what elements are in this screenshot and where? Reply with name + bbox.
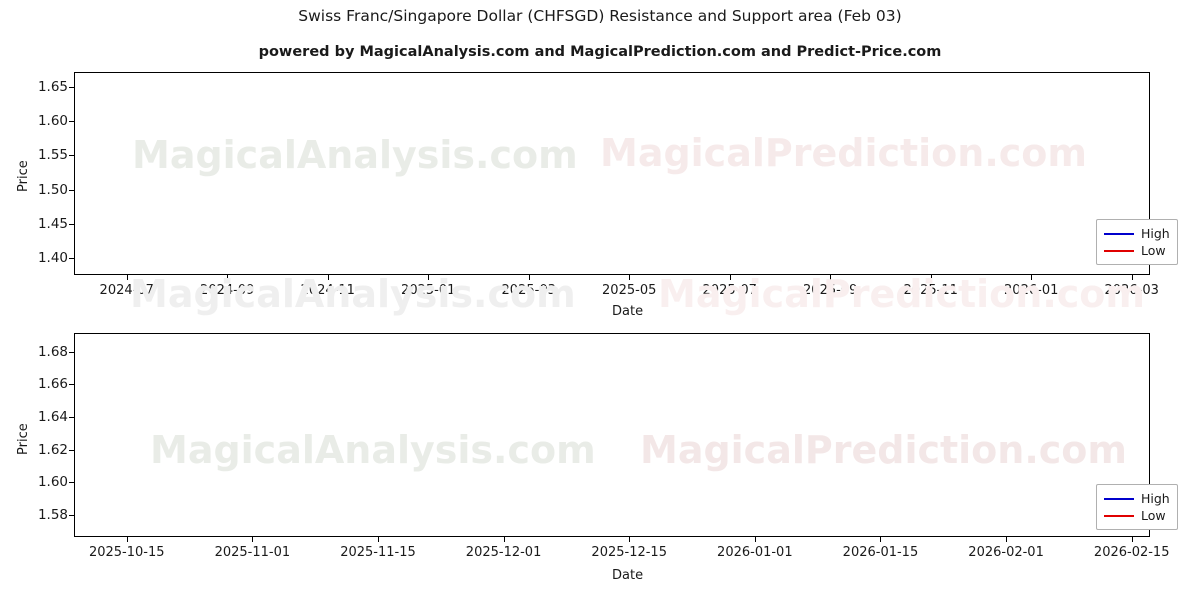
legend-line-high bbox=[1104, 232, 1134, 235]
y-tick-label: 1.68 bbox=[37, 343, 68, 360]
x-tick-mark bbox=[528, 275, 530, 280]
legend-line-low bbox=[1104, 514, 1134, 517]
x-tick-label: 2026-03 bbox=[1104, 283, 1159, 298]
legend-label-low: Low bbox=[1141, 508, 1166, 523]
y-tick-label: 1.55 bbox=[37, 147, 68, 164]
legend-row-high: High bbox=[1104, 225, 1170, 242]
legend-label-low: Low bbox=[1141, 243, 1166, 258]
y-tick-label: 1.45 bbox=[37, 215, 68, 232]
legend-row-low: Low bbox=[1104, 242, 1170, 259]
x-tick-label: 2024-07 bbox=[99, 283, 154, 298]
x-tick-label: 2025-07 bbox=[702, 283, 757, 298]
x-tick-mark bbox=[1006, 537, 1008, 542]
y-tick-mark bbox=[69, 121, 74, 123]
legend-line-low bbox=[1104, 249, 1134, 252]
y-tick-label: 1.64 bbox=[37, 409, 68, 426]
bottom-chart-y-axis-title: Price bbox=[16, 423, 31, 455]
top-chart-x-axis-title: Date bbox=[612, 304, 644, 319]
y-tick-label: 1.60 bbox=[37, 474, 68, 491]
page-title: Swiss Franc/Singapore Dollar (CHFSGD) Re… bbox=[298, 7, 902, 25]
y-tick-label: 1.40 bbox=[37, 249, 68, 266]
x-tick-label: 2026-01-15 bbox=[842, 545, 919, 560]
x-tick-mark bbox=[1131, 275, 1133, 280]
x-tick-mark bbox=[629, 537, 631, 542]
x-tick-mark bbox=[629, 275, 631, 280]
x-tick-label: 2025-09 bbox=[803, 283, 858, 298]
x-tick-mark bbox=[1131, 537, 1133, 542]
x-tick-label: 2025-12-15 bbox=[591, 545, 667, 560]
x-tick-label: 2025-10-15 bbox=[88, 545, 165, 560]
x-tick-mark bbox=[754, 537, 756, 542]
legend-line-high bbox=[1104, 497, 1134, 500]
x-tick-label: 2026-02-01 bbox=[968, 545, 1044, 560]
x-tick-label: 2026-02-15 bbox=[1093, 545, 1170, 560]
x-tick-mark bbox=[503, 537, 505, 542]
x-tick-mark bbox=[830, 275, 832, 280]
legend-label-high: High bbox=[1141, 226, 1170, 241]
top-chart-y-axis-title: Price bbox=[16, 160, 31, 192]
y-tick-label: 1.66 bbox=[37, 376, 68, 393]
x-tick-mark bbox=[227, 275, 229, 280]
x-tick-label: 2025-05 bbox=[602, 283, 657, 298]
top-chart-legend[interactable]: High Low bbox=[1096, 219, 1178, 265]
x-tick-mark bbox=[930, 275, 932, 280]
y-tick-mark bbox=[69, 482, 74, 484]
y-tick-label: 1.50 bbox=[37, 181, 68, 198]
y-tick-mark bbox=[69, 514, 74, 516]
y-tick-label: 1.60 bbox=[37, 113, 68, 130]
y-tick-mark bbox=[69, 87, 74, 89]
x-tick-mark bbox=[327, 275, 329, 280]
x-tick-mark bbox=[428, 275, 430, 280]
y-tick-label: 1.58 bbox=[37, 506, 68, 523]
page-subtitle: powered by MagicalAnalysis.com and Magic… bbox=[258, 44, 942, 60]
x-tick-label: 2024-09 bbox=[200, 283, 255, 298]
bottom-chart-panel bbox=[74, 333, 1150, 537]
x-tick-label: 2025-11-01 bbox=[214, 545, 291, 560]
x-tick-mark bbox=[1031, 275, 1033, 280]
bottom-chart-legend[interactable]: High Low bbox=[1096, 484, 1178, 530]
y-tick-mark bbox=[69, 449, 74, 451]
y-tick-label: 1.65 bbox=[37, 79, 68, 96]
x-tick-mark bbox=[126, 275, 128, 280]
y-tick-mark bbox=[69, 351, 74, 353]
y-tick-mark bbox=[69, 223, 74, 225]
bottom-chart-frame bbox=[74, 333, 1150, 537]
x-tick-label: 2025-12-01 bbox=[465, 545, 542, 560]
y-tick-label: 1.62 bbox=[37, 441, 68, 458]
top-chart-frame bbox=[74, 72, 1150, 275]
bottom-chart-x-axis-title: Date bbox=[612, 568, 644, 583]
x-tick-label: 2024-11 bbox=[300, 283, 355, 298]
x-tick-label: 2025-01 bbox=[401, 283, 456, 298]
legend-row-high: High bbox=[1104, 490, 1170, 507]
x-tick-mark bbox=[252, 537, 254, 542]
y-tick-mark bbox=[69, 155, 74, 157]
x-tick-label: 2026-01-01 bbox=[717, 545, 793, 560]
x-tick-label: 2025-03 bbox=[501, 283, 556, 298]
y-tick-mark bbox=[69, 384, 74, 386]
legend-row-low: Low bbox=[1104, 507, 1170, 524]
y-tick-mark bbox=[69, 257, 74, 259]
x-tick-mark bbox=[126, 537, 128, 542]
y-tick-mark bbox=[69, 417, 74, 419]
top-chart-panel bbox=[74, 72, 1150, 275]
x-tick-mark bbox=[880, 537, 882, 542]
x-tick-label: 2026-01 bbox=[1004, 283, 1059, 298]
legend-label-high: High bbox=[1141, 491, 1170, 506]
x-tick-label: 2025-11-15 bbox=[340, 545, 416, 560]
y-tick-mark bbox=[69, 189, 74, 191]
x-tick-label: 2025-11 bbox=[903, 283, 958, 298]
x-tick-mark bbox=[377, 537, 379, 542]
x-tick-mark bbox=[729, 275, 731, 280]
